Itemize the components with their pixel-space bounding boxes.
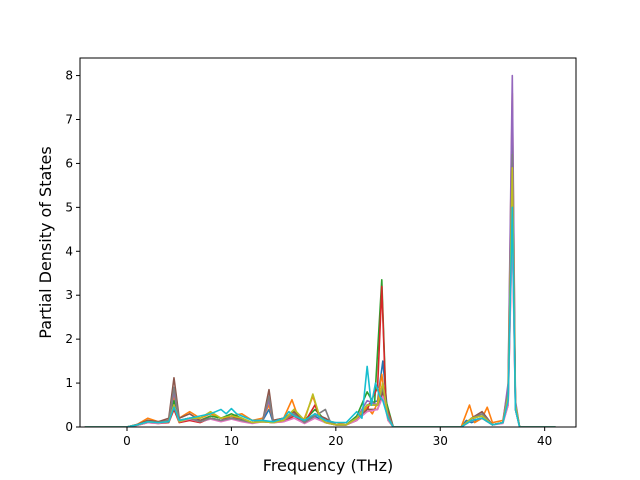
- x-axis: 0 10 20 30 40: [123, 427, 552, 448]
- plot-area: [79, 57, 577, 428]
- x-tick-label: 20: [328, 434, 343, 448]
- y-tick-label: 4: [65, 244, 73, 258]
- x-tick-label: 0: [123, 434, 131, 448]
- y-axis: 0 1 2 3 4 5 6 7 8: [65, 69, 80, 434]
- y-tick-label: 6: [65, 156, 73, 170]
- y-tick-label: 3: [65, 288, 73, 302]
- y-axis-label: Partial Density of States: [36, 146, 55, 338]
- x-tick-label: 10: [224, 434, 239, 448]
- x-axis-label: Frequency (THz): [263, 456, 393, 475]
- axes-frame: [79, 57, 577, 428]
- axes-background: [80, 58, 576, 427]
- y-tick-label: 8: [65, 69, 73, 83]
- y-tick-label: 5: [65, 200, 73, 214]
- series-line-10: [84, 206, 556, 427]
- x-tick-label: 40: [537, 434, 552, 448]
- y-tick-label: 0: [65, 420, 73, 434]
- y-tick-label: 1: [65, 376, 73, 390]
- y-tick-label: 7: [65, 113, 73, 127]
- x-tick-label: 30: [433, 434, 448, 448]
- y-tick-label: 2: [65, 332, 73, 346]
- series-layer: [84, 74, 556, 427]
- series-line-8: [84, 153, 556, 427]
